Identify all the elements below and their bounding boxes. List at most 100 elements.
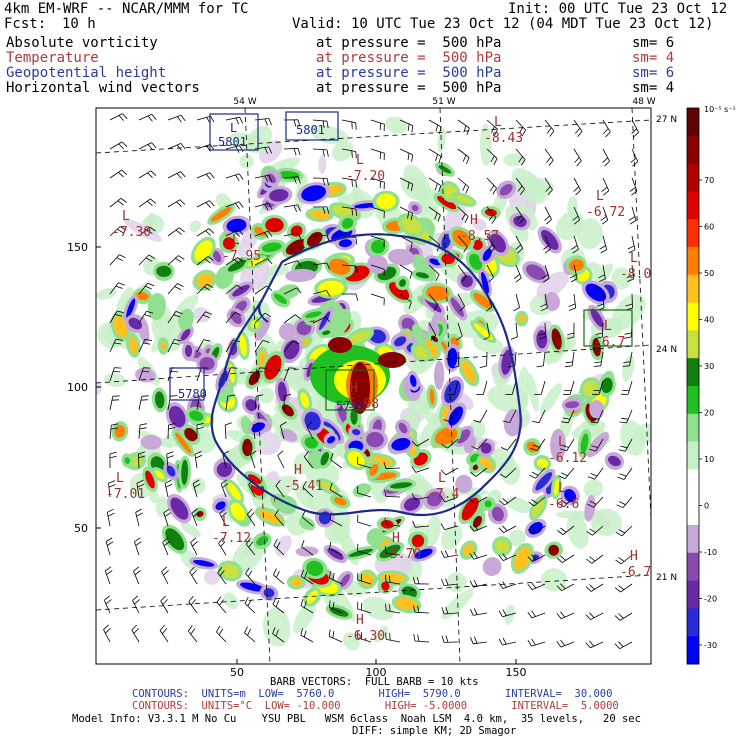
- wind-barb: [300, 634, 314, 643]
- wind-barb-flag: [576, 160, 582, 167]
- vorticity-cell: [536, 329, 548, 349]
- wind-barb-flag: [326, 262, 330, 270]
- vorticity-cell: [356, 486, 368, 495]
- wind-barb-flag: [435, 154, 438, 162]
- wind-barb-flag: [163, 541, 170, 547]
- wind-barb: [386, 639, 401, 643]
- wind-barb-flag: [518, 218, 524, 225]
- field-sm-height: sm= 6: [632, 65, 675, 81]
- wind-barb: [138, 170, 152, 179]
- wind-barb: [329, 548, 343, 556]
- wind-barb-flag: [174, 339, 182, 342]
- wind-barb-flag: [430, 334, 437, 341]
- wind-barb-flag: [461, 213, 466, 221]
- wind-barb: [196, 144, 211, 150]
- wind-barb-flag: [623, 361, 631, 363]
- wind-barb: [505, 467, 517, 478]
- wind-barb: [301, 546, 314, 556]
- wind-barb: [631, 119, 639, 133]
- wind-barb: [138, 142, 152, 150]
- wind-barb: [486, 148, 498, 159]
- vorticity-cell: [338, 239, 352, 248]
- vorticity-cell: [456, 429, 471, 444]
- field-level-wind: at pressure = 500 hPa: [316, 80, 502, 96]
- wind-barb-flag: [590, 473, 598, 477]
- wind-barb-flag: [440, 469, 447, 476]
- wind-barb-flag: [268, 174, 273, 182]
- colorbar-label: -30: [704, 641, 717, 650]
- wind-barb-flag: [589, 612, 595, 619]
- wind-barb: [312, 262, 327, 266]
- wind-barb-flag: [325, 316, 331, 323]
- wind-barb-flag: [207, 256, 214, 261]
- wind-barb: [629, 351, 633, 366]
- vorticity-cell: [587, 261, 607, 285]
- wind-barb-flag: [625, 303, 633, 307]
- wind-barb-flag: [618, 613, 624, 619]
- wind-barb-flag: [517, 248, 523, 254]
- colorbar-swatch: [687, 108, 699, 137]
- wind-barb-flag: [293, 176, 297, 184]
- wind-barb-flag: [297, 204, 301, 212]
- wind-barb-flag: [329, 482, 333, 490]
- wind-barb: [109, 396, 114, 411]
- wind-barb: [225, 312, 236, 324]
- field-sm-vorticity: sm= 6: [632, 35, 675, 51]
- wind-barb-flag: [513, 273, 521, 279]
- wind-barb-flag: [440, 550, 445, 558]
- temperature-label: -7.95: [222, 249, 261, 264]
- wind-barb-flag: [488, 214, 494, 221]
- wind-barb: [533, 525, 546, 535]
- vorticity-cell: [180, 522, 201, 538]
- wind-barb: [602, 148, 610, 162]
- vorticity-cell: [123, 219, 162, 242]
- wind-barb: [532, 554, 546, 563]
- wind-barb-flag: [249, 512, 255, 518]
- wind-barb-flag: [600, 216, 607, 221]
- wind-barb: [627, 380, 633, 395]
- vorticity-cell: [463, 544, 474, 557]
- wind-barb-flag: [248, 541, 254, 548]
- wind-barb-flag: [452, 365, 459, 369]
- wind-barb-flag: [150, 198, 157, 204]
- wind-barb-flag: [498, 610, 503, 617]
- wind-barb-flag: [443, 419, 451, 423]
- wind-barb: [544, 206, 552, 220]
- vorticity-cell: [306, 560, 324, 576]
- wind-barb-flag: [434, 212, 438, 220]
- vorticity-cell: [583, 479, 604, 499]
- wind-barb-flag: [166, 455, 174, 459]
- wind-barb: [447, 438, 459, 449]
- wind-barb-flag: [288, 367, 296, 369]
- wind-barb-flag: [479, 365, 487, 368]
- wind-barb: [540, 380, 546, 395]
- wind-barb: [473, 554, 488, 560]
- field-name-vorticity: Absolute vorticity: [6, 35, 158, 51]
- wind-barb-flag: [589, 448, 597, 452]
- wind-barb-flag: [389, 633, 391, 641]
- wind-barb: [443, 612, 459, 615]
- wind-barb-flag: [264, 118, 268, 126]
- vorticity-cell: [281, 404, 294, 417]
- wind-barb-flag: [490, 247, 496, 254]
- vorticity-cell: [525, 264, 546, 280]
- wind-barb-flag: [541, 274, 549, 279]
- wind-barb-flag: [461, 275, 467, 282]
- wind-barb: [626, 409, 633, 424]
- vorticity-cell: [348, 548, 373, 557]
- wind-barb: [283, 287, 297, 295]
- vorticity-cell: [380, 519, 394, 529]
- wind-barb-flag: [168, 423, 176, 426]
- vorticity-cell: [245, 399, 258, 412]
- vorticity-cell: [592, 404, 602, 415]
- wind-barb-flag: [244, 597, 249, 604]
- temperature-label: -7.01: [106, 487, 145, 502]
- wind-barb: [167, 339, 175, 353]
- vorticity-cell: [536, 458, 549, 468]
- wind-barb: [109, 425, 112, 440]
- wind-barb-flag: [166, 451, 174, 455]
- wind-barb-flag: [144, 338, 152, 341]
- diffusion-info: DIFF: simple KM; 2D Smagor: [352, 725, 517, 737]
- colorbar-swatch: [687, 608, 699, 637]
- vorticity-cell: [320, 451, 330, 466]
